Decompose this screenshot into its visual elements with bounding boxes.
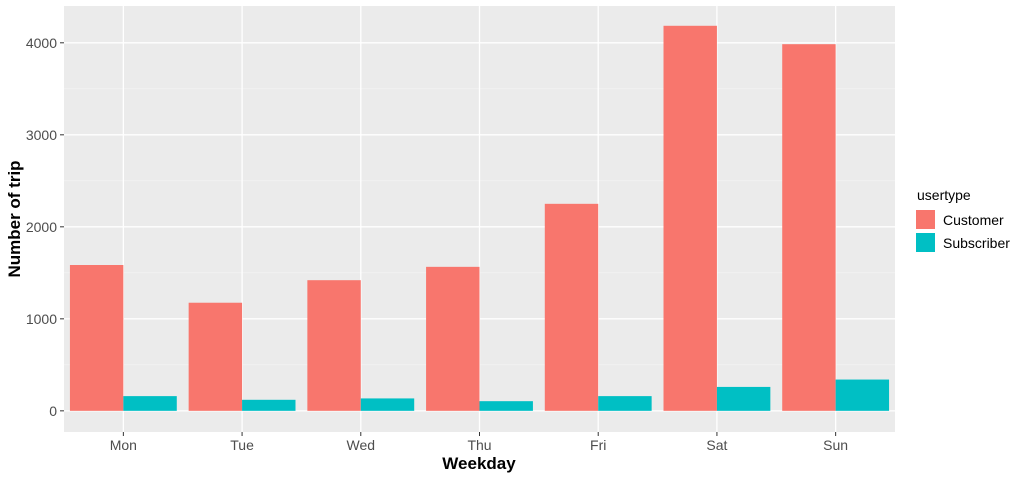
bar-subscriber-thu [479,401,533,411]
bar-customer-sat [663,25,717,411]
y-tick-label: 0 [49,403,57,419]
legend-title: usertype [917,187,971,203]
bar-customer-tue [188,302,243,411]
bars [69,25,890,411]
legend-label-customer: Customer [943,212,1004,228]
bar-subscriber-mon [123,396,177,411]
bar-customer-thu [426,266,480,411]
bar-subscriber-sat [716,386,771,411]
bar-subscriber-fri [598,396,652,411]
y-tick-label: 1000 [26,311,57,327]
x-tick-label: Mon [110,437,137,453]
bar-customer-fri [544,203,599,411]
y-axis-title: Number of trip [5,160,24,277]
x-tick-label: Sun [823,437,848,453]
x-axis-title: Weekday [442,454,516,473]
legend-key-customer [916,210,935,229]
legend-label-subscriber: Subscriber [943,235,1010,251]
x-tick-label: Tue [230,437,254,453]
y-axis: 0 1000 2000 3000 4000 [26,35,64,419]
bar-subscriber-wed [360,398,415,411]
x-tick-label: Sat [706,437,727,453]
y-tick-label: 3000 [26,127,57,143]
y-tick-label: 2000 [26,219,57,235]
x-tick-label: Fri [590,437,606,453]
bar-customer-sun [782,44,836,411]
bar-customer-mon [69,265,124,411]
x-tick-label: Wed [347,437,376,453]
bar-customer-wed [307,280,361,411]
bar-subscriber-tue [242,399,296,411]
x-tick-label: Thu [467,437,491,453]
bar-subscriber-sun [835,379,890,411]
legend: usertype Customer Subscriber [916,187,1010,252]
y-tick-label: 4000 [26,35,57,51]
legend-key-subscriber [916,233,935,252]
x-axis: Mon Tue Wed Thu Fri Sat Sun [110,432,848,453]
